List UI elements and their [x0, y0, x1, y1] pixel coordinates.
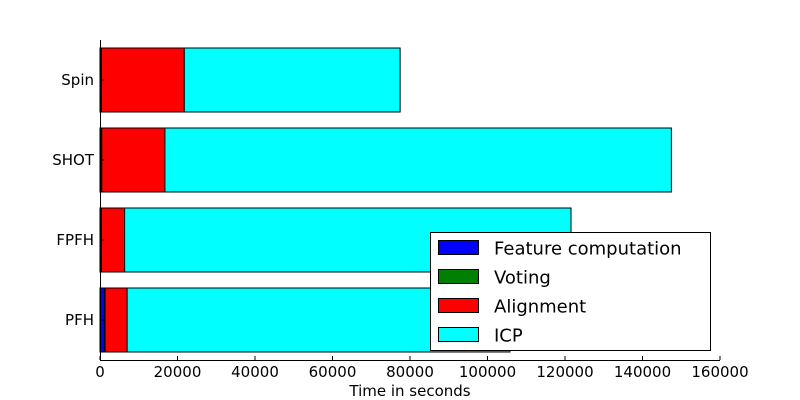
x-tick-label: 0 — [95, 363, 105, 381]
x-tick-label: 100000 — [459, 363, 516, 381]
bar-spin-icp — [183, 47, 401, 113]
bar-shot-alignment — [101, 127, 166, 193]
y-tick-label-spin: Spin — [61, 71, 94, 89]
x-tick-label: 40000 — [231, 363, 279, 381]
axes-group — [100, 40, 720, 361]
x-tick-label: 120000 — [536, 363, 593, 381]
y-tick-label-fpfh: FPFH — [56, 231, 94, 249]
y-tick-label-pfh: PFH — [65, 311, 94, 329]
bar-pfh-alignment — [104, 287, 128, 353]
x-tick-label: 140000 — [614, 363, 671, 381]
legend-label-alignment: Alignment — [494, 297, 586, 318]
legend-swatch-icp — [438, 327, 479, 342]
y-ticks-group: PFH FPFH SHOT Spin — [52, 71, 104, 329]
legend-label-voting: Voting — [494, 268, 551, 289]
legend-swatch-feature-computation — [438, 240, 479, 255]
legend: Feature computation Voting Alignment ICP — [430, 232, 711, 351]
legend-swatch-voting — [438, 269, 479, 284]
x-tick-label: 160000 — [691, 363, 748, 381]
x-tick-label: 60000 — [309, 363, 357, 381]
x-ticks-group: 0 20000 40000 60000 80000 100000 120000 140000 1… — [95, 356, 749, 381]
bar-spin-alignment — [100, 47, 185, 113]
legend-label-icp: ICP — [494, 326, 523, 347]
y-tick-label-shot: SHOT — [52, 151, 95, 169]
legend-label-feature-computation: Feature computation — [494, 239, 682, 260]
x-axis-label: Time in seconds — [348, 382, 470, 400]
x-tick-label: 80000 — [386, 363, 434, 381]
x-tick-label: 20000 — [154, 363, 202, 381]
bar-fpfh-alignment — [100, 207, 126, 273]
legend-swatch-alignment — [438, 298, 479, 313]
bar-shot-icp — [164, 127, 672, 193]
